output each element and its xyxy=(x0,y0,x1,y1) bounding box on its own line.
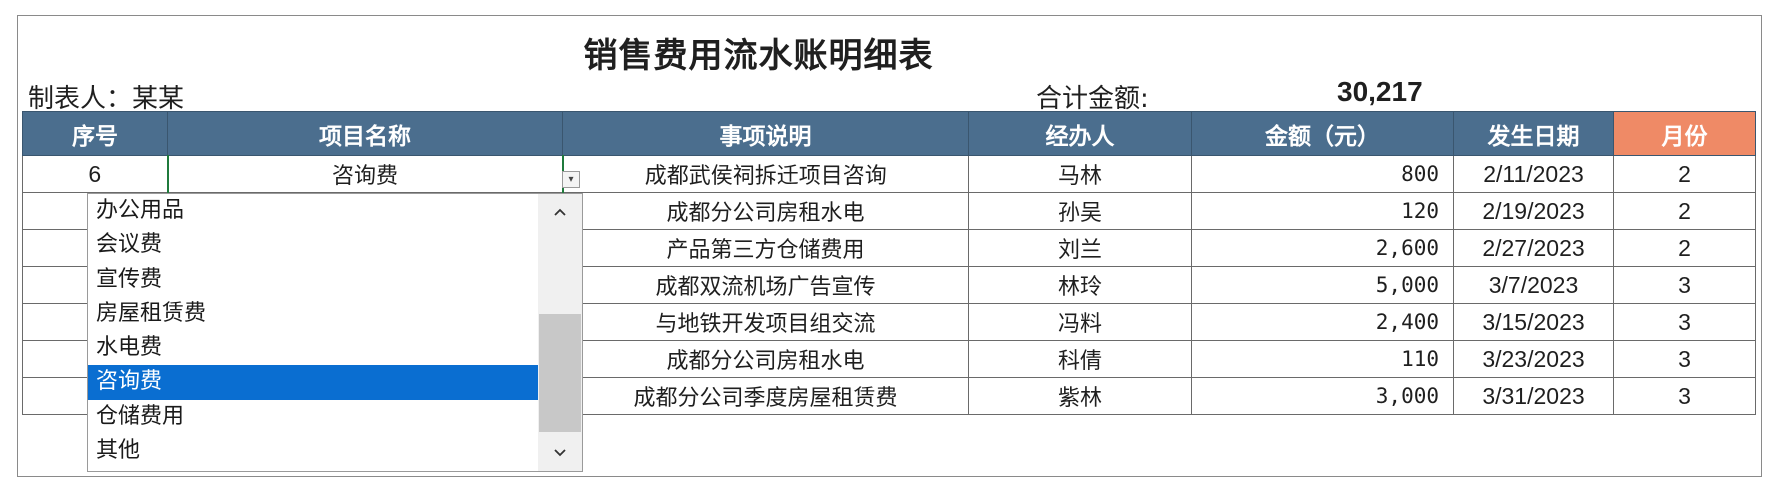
dropdown-option[interactable]: 办公用品 xyxy=(96,198,185,223)
column-header-amount[interactable]: 金额（元） xyxy=(1191,111,1454,156)
cell-handler[interactable]: 紫林 xyxy=(968,377,1192,415)
cell-index[interactable]: 6 xyxy=(22,155,168,193)
cell-amount[interactable]: 2,400 xyxy=(1191,303,1454,341)
dropdown-option[interactable]: 会议费 xyxy=(96,232,163,258)
cell-amount[interactable]: 800 xyxy=(1191,155,1454,193)
cell-month[interactable]: 3 xyxy=(1613,266,1756,304)
cell-month[interactable]: 3 xyxy=(1613,303,1756,341)
cell-date[interactable]: 3/23/2023 xyxy=(1453,340,1614,378)
chevron-down-icon: ▾ xyxy=(568,174,574,185)
dropdown-option[interactable]: 仓储费用 xyxy=(96,403,185,429)
cell-month[interactable]: 2 xyxy=(1613,229,1756,267)
cell-handler[interactable]: 科倩 xyxy=(968,340,1192,378)
cell-amount[interactable]: 110 xyxy=(1191,340,1454,378)
dropdown-option-selected[interactable]: 咨询费 xyxy=(88,365,538,400)
scroll-up-button[interactable] xyxy=(538,194,582,230)
cell-date[interactable]: 2/11/2023 xyxy=(1453,155,1614,193)
dropdown-option[interactable]: 房屋租赁费 xyxy=(96,300,207,326)
cell-handler[interactable]: 林玲 xyxy=(968,266,1192,304)
cell-handler[interactable]: 冯料 xyxy=(968,303,1192,341)
cell-date[interactable]: 2/19/2023 xyxy=(1453,192,1614,230)
cell-handler[interactable]: 孙吴 xyxy=(968,192,1192,230)
column-header-project[interactable]: 项目名称 xyxy=(167,111,563,156)
cell-description[interactable]: 成都武侯祠拆迁项目咨询 xyxy=(562,155,969,193)
cell-description[interactable]: 成都分公司房租水电 xyxy=(562,340,969,378)
cell-description[interactable]: 与地铁开发项目组交流 xyxy=(562,303,969,341)
header-row: 序号 项目名称 事项说明 经办人 金额（元） 发生日期 月份 xyxy=(22,111,1756,156)
cell-date[interactable]: 3/31/2023 xyxy=(1453,377,1614,415)
author-label: 制表人：某某 xyxy=(28,84,185,114)
cell-month[interactable]: 3 xyxy=(1613,377,1756,415)
dropdown-option[interactable]: 其他 xyxy=(96,438,141,464)
cell-description[interactable]: 产品第三方仓储费用 xyxy=(562,229,969,267)
chevron-down-icon xyxy=(554,449,566,457)
dropdown-scrollbar[interactable] xyxy=(538,194,582,471)
column-header-description[interactable]: 事项说明 xyxy=(562,111,969,156)
cell-date[interactable]: 3/15/2023 xyxy=(1453,303,1614,341)
cell-description[interactable]: 成都分公司季度房屋租赁费 xyxy=(562,377,969,415)
cell-month[interactable]: 2 xyxy=(1613,192,1756,230)
scroll-down-button[interactable] xyxy=(538,435,582,471)
dropdown-option[interactable]: 水电费 xyxy=(96,335,163,361)
cell-month[interactable]: 2 xyxy=(1613,155,1756,193)
cell-handler[interactable]: 马林 xyxy=(968,155,1192,193)
dropdown-toggle-button[interactable]: ▾ xyxy=(562,171,580,188)
cell-description[interactable]: 成都分公司房租水电 xyxy=(562,192,969,230)
column-header-month[interactable]: 月份 xyxy=(1613,111,1756,156)
cell-amount[interactable]: 5,000 xyxy=(1191,266,1454,304)
scrollbar-thumb[interactable] xyxy=(539,314,581,432)
cell-date[interactable]: 3/7/2023 xyxy=(1453,266,1614,304)
table-row: 6 咨询费 成都武侯祠拆迁项目咨询 马林 800 2/11/2023 2 xyxy=(22,155,1756,193)
total-label: 合计金额: xyxy=(1036,84,1149,114)
total-value: 30,217 xyxy=(1337,76,1423,107)
dropdown-option[interactable]: 宣传费 xyxy=(96,266,163,292)
cell-month[interactable]: 3 xyxy=(1613,340,1756,378)
cell-date[interactable]: 2/27/2023 xyxy=(1453,229,1614,267)
cell-project[interactable]: 咨询费 xyxy=(166,155,564,193)
project-dropdown-list[interactable]: 办公用品 会议费 宣传费 房屋租赁费 水电费 咨询费 仓储费用 其他 xyxy=(87,193,583,472)
cell-amount[interactable]: 3,000 xyxy=(1191,377,1454,415)
column-header-date[interactable]: 发生日期 xyxy=(1453,111,1614,156)
cell-amount[interactable]: 2,600 xyxy=(1191,229,1454,267)
cell-handler[interactable]: 刘兰 xyxy=(968,229,1192,267)
cell-description[interactable]: 成都双流机场广告宣传 xyxy=(562,266,969,304)
column-header-index[interactable]: 序号 xyxy=(22,111,168,156)
dropdown-options: 办公用品 会议费 宣传费 房屋租赁费 水电费 咨询费 仓储费用 其他 xyxy=(88,194,538,468)
column-header-handler[interactable]: 经办人 xyxy=(968,111,1192,156)
chevron-up-icon xyxy=(554,208,566,216)
cell-amount[interactable]: 120 xyxy=(1191,192,1454,230)
sheet-title: 销售费用流水账明细表 xyxy=(583,36,934,76)
